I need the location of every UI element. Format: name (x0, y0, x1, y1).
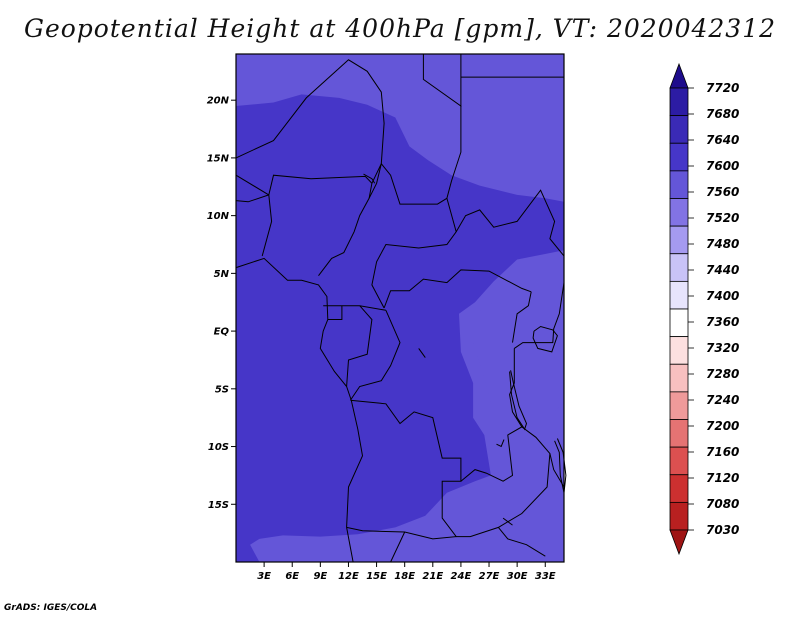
lake-mweru (496, 439, 505, 448)
x-tick-label: 21E (422, 571, 443, 582)
x-tick-label: 18E (394, 571, 415, 582)
lake-mai-ndombe (418, 348, 426, 358)
colorbar-segment (669, 529, 689, 556)
colorbar-label: 7320 (706, 341, 739, 355)
colorbar-segment (669, 62, 689, 89)
border-zimbabwe (498, 527, 546, 557)
colorbar-label: 7680 (706, 107, 739, 121)
border-sudan (455, 189, 565, 257)
border-car-drc (383, 269, 532, 309)
y-tick-label: 10S (208, 442, 229, 453)
border-congo (349, 310, 401, 401)
border-niger (235, 59, 385, 184)
colorbar-label: 7080 (706, 497, 739, 511)
lake-kariba (502, 517, 513, 526)
x-tick-label: 15E (366, 571, 387, 582)
colorbar-label: 7520 (706, 211, 739, 225)
colorbar-label: 7440 (706, 263, 739, 277)
colorbar-segment (669, 391, 689, 420)
x-tick-label: 24E (451, 571, 472, 582)
colorbar-label: 7030 (706, 523, 739, 537)
credit-label: GrADS: IGES/COLA (4, 603, 98, 613)
colorbar-label: 7160 (706, 445, 739, 459)
colorbar-segment (669, 280, 689, 310)
border-namibia (390, 531, 406, 563)
border-malawi (549, 453, 565, 488)
contour-fill-7600 (236, 94, 564, 563)
border-drc-east (509, 348, 523, 428)
border-zambia (456, 426, 551, 538)
border-uganda (514, 282, 565, 349)
colorbar-label: 7640 (706, 133, 739, 147)
border-chad-cameroon (368, 163, 382, 199)
y-tick-label: 15S (208, 500, 229, 511)
contour-fill-7560-east (473, 302, 564, 416)
colorbar-label: 7240 (706, 393, 739, 407)
colorbar-segment (669, 115, 689, 144)
x-tick-label: 9E (313, 571, 327, 582)
colorbar-label: 7600 (706, 159, 739, 173)
border-sudan-chad (446, 106, 462, 199)
colorbar-segment (669, 87, 689, 117)
colorbar-segment (669, 170, 689, 199)
colorbar-label: 7360 (706, 315, 739, 329)
colorbar-segment (669, 446, 689, 476)
colorbar-segment (669, 308, 689, 338)
colorbar-label: 7120 (706, 471, 739, 485)
lake-chad (363, 173, 376, 184)
border-libya (422, 54, 462, 107)
colorbar-segment (669, 142, 689, 172)
map-frame (235, 53, 565, 563)
y-tick-label: 5S (215, 384, 229, 395)
colorbar-segment (669, 336, 689, 365)
chart-title: Geopotential Height at 400hPa [gpm], VT:… (23, 14, 777, 43)
x-tick-label: 6E (285, 571, 299, 582)
colorbar-label: 7400 (706, 289, 739, 303)
colorbar-label: 7560 (706, 185, 739, 199)
y-tick-label: EQ (214, 327, 230, 338)
border-burkina (235, 194, 269, 203)
border-nigeria (268, 174, 373, 277)
colorbar-segment (669, 419, 689, 448)
border-gabon (346, 305, 373, 387)
colorbar-segment (669, 501, 689, 531)
border-eqguinea (327, 305, 343, 320)
border-cameroon-south (323, 305, 386, 311)
border-uganda-west (512, 291, 532, 343)
lake-victoria (532, 325, 558, 353)
y-tick-label: 10N (207, 211, 230, 222)
y-tick-label: 15N (207, 153, 230, 164)
x-tick-label: 30E (507, 571, 528, 582)
y-tick-label: 20N (207, 96, 230, 107)
colorbar-segment (669, 225, 689, 255)
colorbar-label: 7480 (706, 237, 739, 251)
colorbar-label: 7720 (706, 81, 739, 95)
y-tick-label: 5N (214, 269, 230, 280)
border-chad-car (371, 163, 457, 309)
colorbar-segment (669, 474, 689, 503)
colorbar-label: 7280 (706, 367, 739, 381)
colorbar-segment (669, 253, 689, 282)
colorbar-label: 7200 (706, 419, 739, 433)
x-tick-label: 27E (479, 571, 500, 582)
colorbar-segment (669, 363, 689, 393)
x-tick-label: 12E (338, 571, 359, 582)
x-tick-label: 3E (257, 571, 271, 582)
border-benin (235, 174, 273, 257)
x-tick-label: 33E (535, 571, 556, 582)
lake-tanganyika (509, 370, 528, 431)
coastline (235, 257, 364, 563)
colorbar-segment (669, 198, 689, 227)
